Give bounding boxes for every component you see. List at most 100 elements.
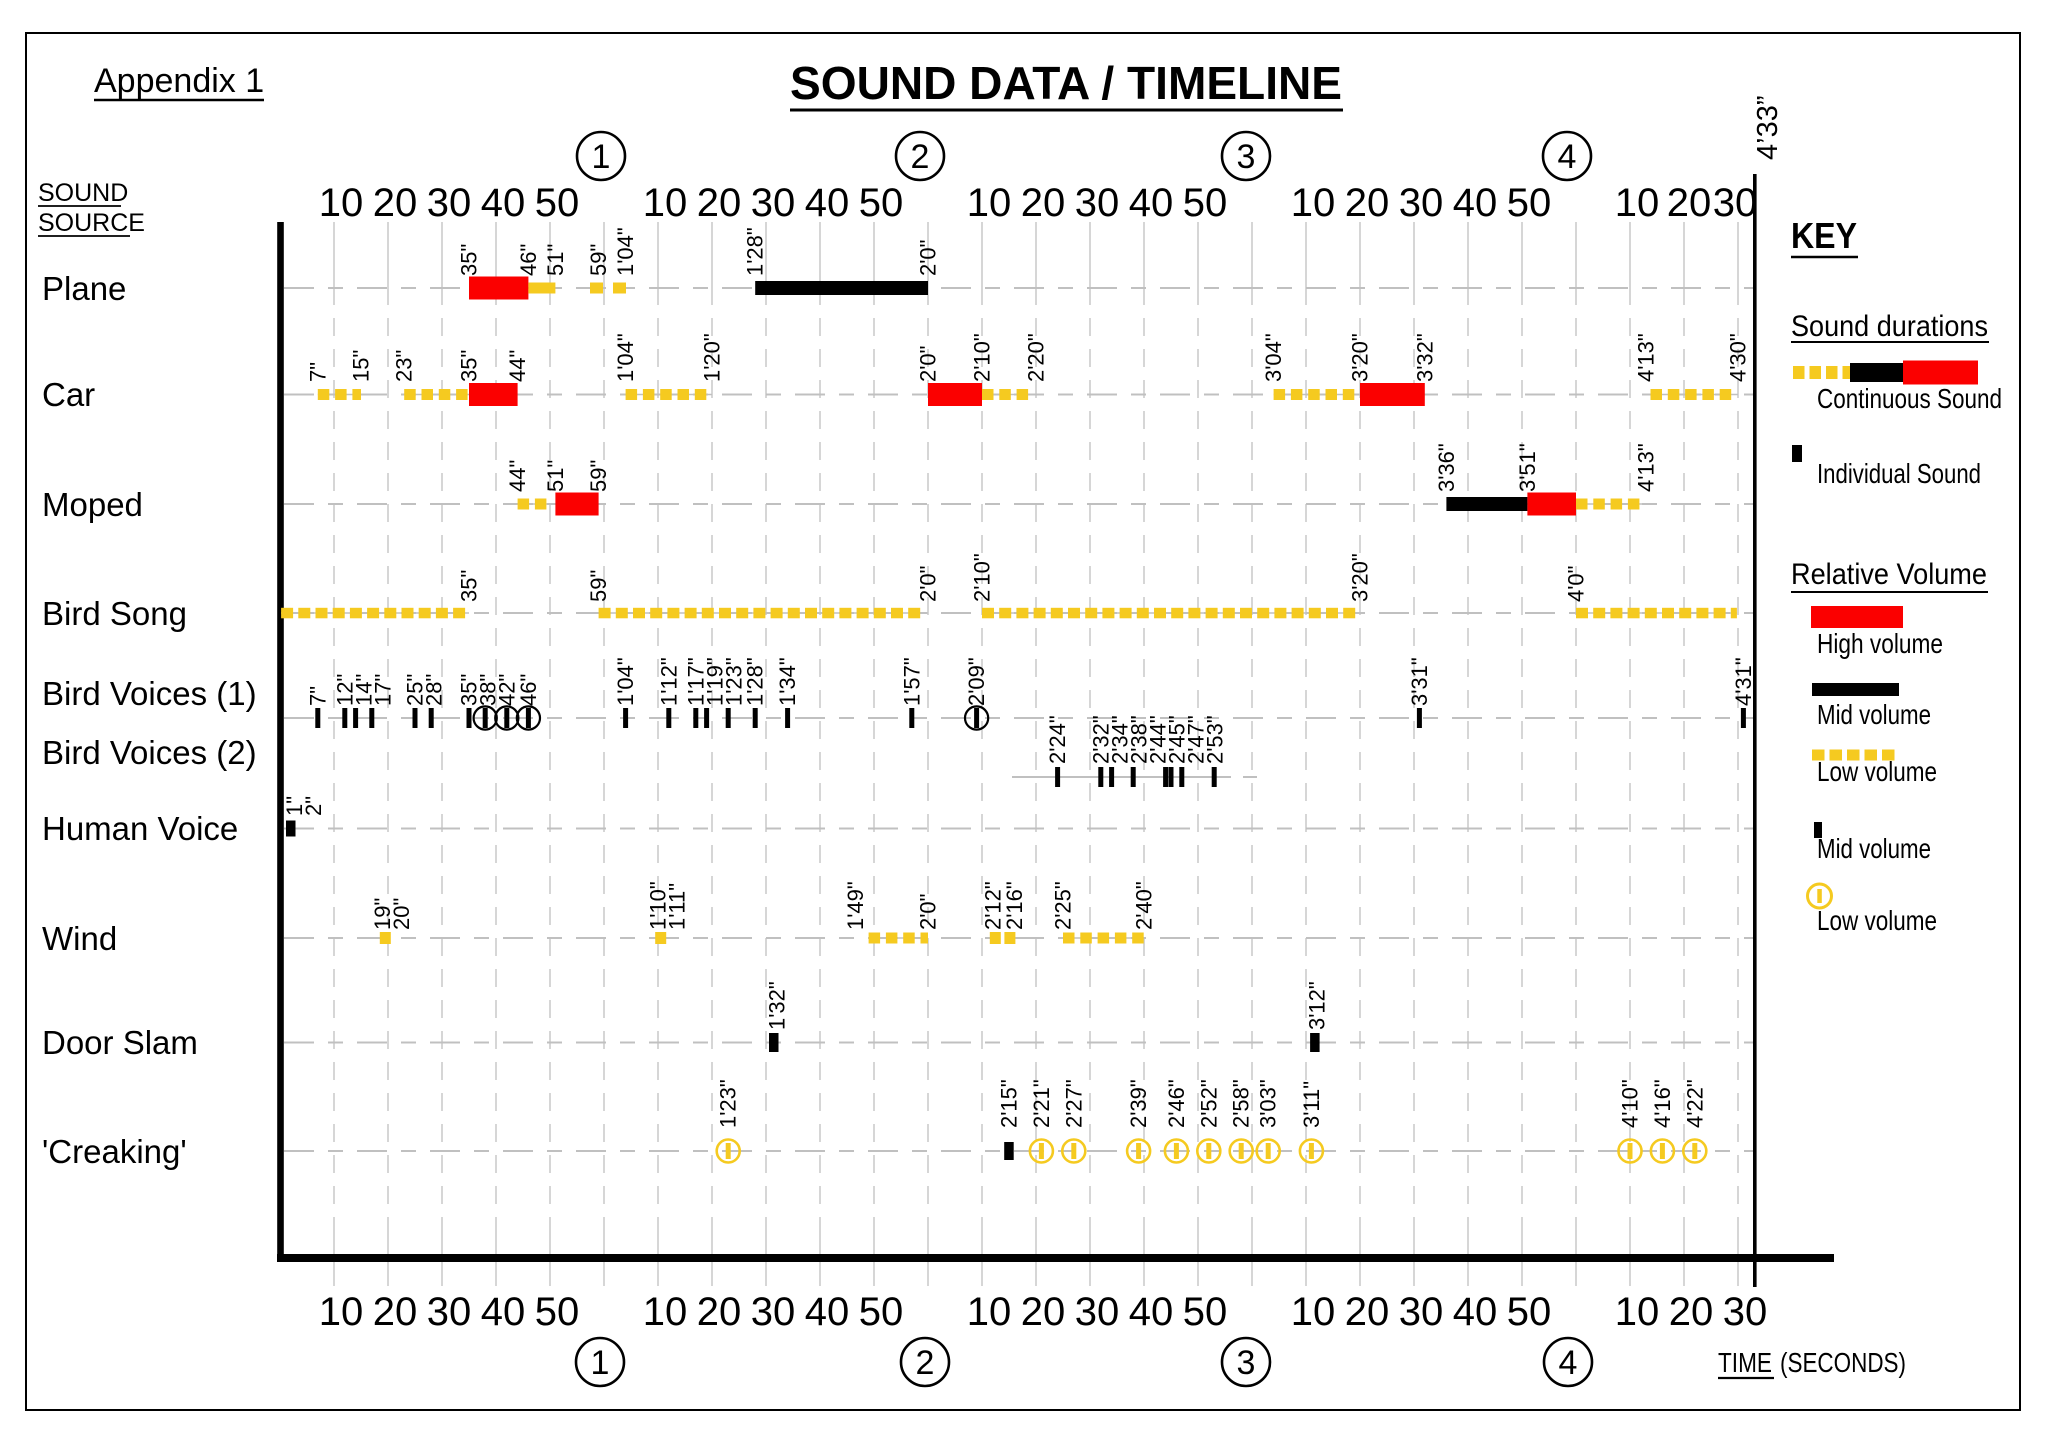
- svg-text:4: 4: [1559, 1344, 1578, 1382]
- svg-text:1'04": 1'04": [613, 227, 638, 276]
- svg-text:10: 10: [967, 1290, 1012, 1334]
- svg-text:3'32": 3'32": [1412, 333, 1437, 382]
- svg-text:59": 59": [586, 460, 611, 492]
- svg-text:1'04": 1'04": [613, 333, 638, 382]
- svg-text:2'32": 2'32": [1088, 715, 1113, 764]
- svg-text:10: 10: [643, 181, 688, 225]
- svg-text:20: 20: [1021, 1290, 1066, 1334]
- svg-text:4'13": 4'13": [1634, 443, 1659, 492]
- svg-text:59": 59": [586, 244, 611, 276]
- svg-text:35": 35": [457, 350, 482, 382]
- svg-text:1": 1": [282, 796, 307, 816]
- svg-text:Low volume: Low volume: [1817, 756, 1937, 787]
- svg-text:2'21": 2'21": [1029, 1079, 1054, 1128]
- svg-text:7": 7": [305, 362, 330, 382]
- svg-text:20": 20": [389, 898, 414, 930]
- svg-text:Bird Voices (2): Bird Voices (2): [42, 734, 257, 771]
- svg-text:2'40": 2'40": [1132, 881, 1157, 930]
- svg-text:Bird Voices (1): Bird Voices (1): [42, 675, 257, 712]
- svg-text:3'04": 3'04": [1261, 333, 1286, 382]
- svg-text:10: 10: [1615, 1290, 1660, 1334]
- svg-text:50: 50: [535, 1290, 580, 1334]
- svg-text:Continuous Sound: Continuous Sound: [1817, 383, 2002, 414]
- svg-text:20: 20: [1345, 181, 1390, 225]
- svg-text:2'10": 2'10": [970, 553, 995, 602]
- svg-text:SOUND: SOUND: [38, 179, 128, 207]
- svg-text:30: 30: [1713, 181, 1758, 225]
- svg-text:4'0": 4'0": [1564, 566, 1589, 602]
- svg-text:High volume: High volume: [1817, 628, 1943, 659]
- svg-text:1'10": 1'10": [646, 881, 671, 930]
- svg-text:30: 30: [1075, 1290, 1120, 1334]
- svg-text:1'28": 1'28": [743, 227, 768, 276]
- svg-text:50: 50: [859, 1290, 904, 1334]
- svg-text:40: 40: [805, 181, 850, 225]
- svg-text:2'39": 2'39": [1126, 1079, 1151, 1128]
- svg-text:TIME: TIME: [1718, 1347, 1772, 1378]
- svg-text:2'27": 2'27": [1061, 1079, 1086, 1128]
- svg-text:19": 19": [370, 898, 395, 930]
- svg-text:1'19": 1'19": [702, 657, 727, 706]
- svg-text:2'58": 2'58": [1229, 1079, 1254, 1128]
- svg-text:3'12": 3'12": [1304, 981, 1329, 1030]
- svg-text:1'12": 1'12": [656, 657, 681, 706]
- svg-text:2: 2: [916, 1344, 935, 1382]
- svg-text:Car: Car: [42, 376, 95, 413]
- svg-text:50: 50: [859, 181, 904, 225]
- svg-text:Low volume: Low volume: [1817, 905, 1937, 936]
- svg-text:30: 30: [1723, 1290, 1768, 1334]
- svg-text:46": 46": [516, 674, 541, 706]
- svg-text:2'47": 2'47": [1183, 715, 1208, 764]
- svg-text:Mid volume: Mid volume: [1817, 833, 1931, 864]
- svg-text:2'24": 2'24": [1045, 715, 1070, 764]
- svg-text:KEY: KEY: [1791, 215, 1857, 256]
- svg-text:50: 50: [1507, 1290, 1552, 1334]
- svg-text:10: 10: [319, 181, 364, 225]
- svg-text:Door Slam: Door Slam: [42, 1024, 198, 1061]
- svg-text:1'49": 1'49": [843, 881, 868, 930]
- svg-text:Plane: Plane: [42, 270, 126, 307]
- svg-text:12": 12": [332, 674, 357, 706]
- svg-text:30: 30: [427, 1290, 472, 1334]
- svg-text:'Creaking': 'Creaking': [42, 1133, 187, 1170]
- svg-text:2'16": 2'16": [1002, 881, 1027, 930]
- svg-text:20: 20: [1667, 181, 1712, 225]
- svg-text:1'28": 1'28": [743, 657, 768, 706]
- svg-text:1'32": 1'32": [764, 981, 789, 1030]
- svg-text:20: 20: [1669, 1290, 1714, 1334]
- svg-text:3'51": 3'51": [1515, 443, 1540, 492]
- svg-text:2: 2: [911, 138, 930, 176]
- svg-text:2'20": 2'20": [1024, 333, 1049, 382]
- svg-text:10: 10: [1291, 1290, 1336, 1334]
- svg-text:2'09": 2'09": [964, 657, 989, 706]
- svg-text:SOUND DATA / TIMELINE: SOUND DATA / TIMELINE: [790, 57, 1342, 109]
- svg-text:2'53": 2'53": [1202, 715, 1227, 764]
- svg-text:Human Voice: Human Voice: [42, 810, 238, 847]
- svg-text:50: 50: [1183, 181, 1228, 225]
- svg-text:2": 2": [301, 796, 326, 816]
- svg-text:23": 23": [392, 350, 417, 382]
- svg-text:17": 17": [370, 674, 395, 706]
- svg-text:2'12": 2'12": [980, 881, 1005, 930]
- svg-text:3'31": 3'31": [1407, 657, 1432, 706]
- svg-text:30: 30: [1075, 181, 1120, 225]
- svg-text:59": 59": [586, 570, 611, 602]
- svg-text:2'0": 2'0": [916, 566, 941, 602]
- svg-text:Relative Volume: Relative Volume: [1791, 558, 1987, 591]
- svg-text:2'25": 2'25": [1051, 881, 1076, 930]
- svg-text:1'23": 1'23": [721, 657, 746, 706]
- svg-text:3'36": 3'36": [1434, 443, 1459, 492]
- svg-text:3'20": 3'20": [1348, 553, 1373, 602]
- svg-text:40: 40: [805, 1290, 850, 1334]
- svg-text:Individual Sound: Individual Sound: [1817, 458, 1981, 489]
- svg-text:30: 30: [1399, 1290, 1444, 1334]
- svg-text:2'45": 2'45": [1164, 715, 1189, 764]
- svg-text:4'30": 4'30": [1726, 333, 1751, 382]
- svg-text:2'0": 2'0": [916, 894, 941, 930]
- svg-text:28": 28": [422, 674, 447, 706]
- svg-text:2'15": 2'15": [997, 1079, 1022, 1128]
- svg-text:SOURCE: SOURCE: [38, 209, 145, 237]
- svg-text:46": 46": [516, 244, 541, 276]
- svg-text:20: 20: [1345, 1290, 1390, 1334]
- svg-text:2'52": 2'52": [1196, 1079, 1221, 1128]
